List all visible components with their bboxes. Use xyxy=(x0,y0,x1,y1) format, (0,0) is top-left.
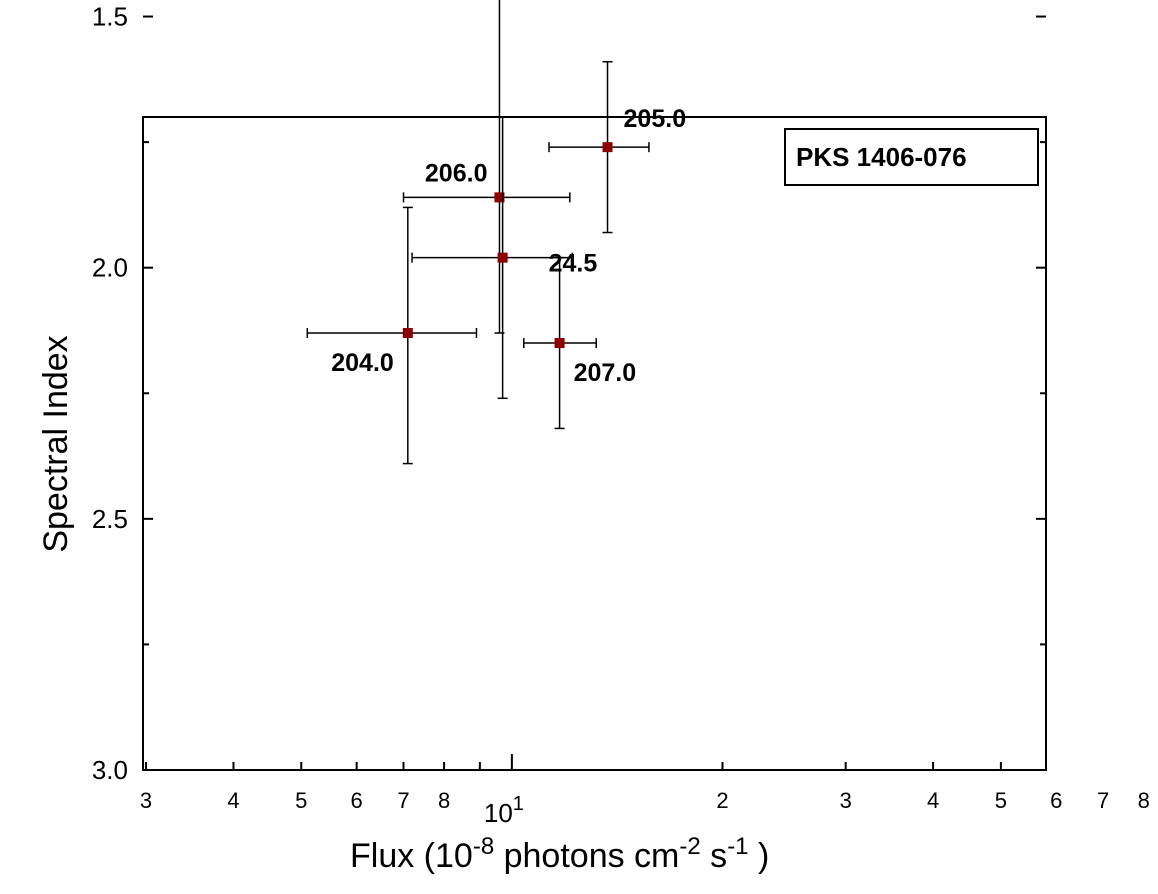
x-tick-label: 5 xyxy=(295,788,307,813)
x-tick-label: 3 xyxy=(840,788,852,813)
x-tick-label: 5 xyxy=(995,788,1007,813)
x-axis-title-main: Flux (10 xyxy=(350,837,473,875)
point-marker xyxy=(494,192,505,203)
point-label: 206.0 xyxy=(425,159,488,187)
data-point-24.5: 24.5 xyxy=(411,116,598,400)
data-points: 205.0 206.0 24.5 207.0 204.0 xyxy=(306,0,687,465)
y-tick-label: 1.5 xyxy=(92,2,128,32)
legend: PKS 1406-076 xyxy=(784,128,1039,186)
x-tick-label: 7 xyxy=(397,788,409,813)
point-label: 204.0 xyxy=(331,349,394,377)
data-point-204.0: 204.0 xyxy=(306,206,478,465)
legend-box xyxy=(784,128,1039,186)
x-tick-label: 4 xyxy=(227,788,239,813)
y-axis-title: Spectral Index xyxy=(37,335,75,552)
point-marker xyxy=(602,142,613,153)
x-tick-label: 7 xyxy=(1097,788,1109,813)
x-tick-label: 6 xyxy=(1050,788,1062,813)
x-tick-label: 2 xyxy=(716,788,728,813)
x-tick-label: 8 xyxy=(438,788,450,813)
x-decade-exponent: 1 xyxy=(513,793,524,815)
x-decade-label: 101 xyxy=(484,793,524,828)
x-axis-title-end: ) xyxy=(749,837,770,875)
point-label: 24.5 xyxy=(549,250,598,278)
x-axis-title-sup-2: -2 xyxy=(679,833,700,860)
x-axis-title: Flux (10-8 photons cm-2 s-1 ) xyxy=(350,833,769,875)
point-label: 207.0 xyxy=(574,359,637,387)
point-marker xyxy=(402,327,413,338)
x-decade-base: 10 xyxy=(484,798,513,828)
x-tick-label: 3 xyxy=(140,788,152,813)
x-axis-title-sup-1: -8 xyxy=(473,833,494,860)
x-tick-label: 8 xyxy=(1138,788,1150,813)
x-axis-title-mid-2: s xyxy=(701,837,727,875)
plot-frame xyxy=(142,116,1047,771)
y-tick-label: 2.0 xyxy=(92,253,128,283)
data-point-206.0: 206.0 xyxy=(402,0,571,334)
legend-label: PKS 1406-076 xyxy=(796,142,967,172)
x-axis-title-sup-3: -1 xyxy=(727,833,748,860)
x-tick-label: 4 xyxy=(927,788,939,813)
x-axis: 34567823456782345101102 xyxy=(140,754,1150,828)
y-tick-label: 3.0 xyxy=(92,755,128,785)
y-tick-label: 2.5 xyxy=(92,504,128,534)
y-axis: 1.01.52.02.53.0 xyxy=(92,2,1046,785)
point-marker xyxy=(497,252,508,263)
data-point-207.0: 207.0 xyxy=(523,256,637,430)
x-axis-title-mid: photons cm xyxy=(494,837,679,875)
point-marker xyxy=(554,338,565,349)
point-label: 205.0 xyxy=(624,105,687,133)
x-tick-label: 6 xyxy=(351,788,363,813)
data-point-205.0: 205.0 xyxy=(548,60,687,234)
